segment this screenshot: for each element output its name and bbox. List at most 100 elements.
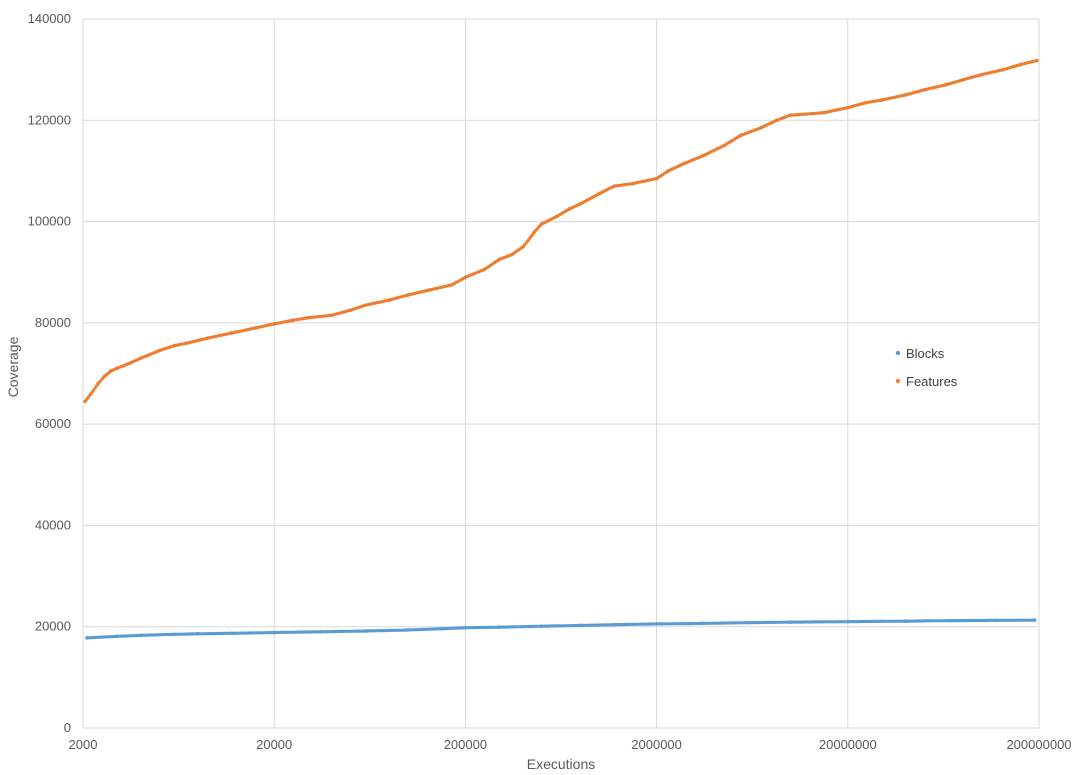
blocks-point [1032, 618, 1037, 622]
blocks-point [406, 628, 410, 632]
features-point [554, 214, 559, 219]
blocks-point [950, 618, 954, 623]
features-point [138, 356, 143, 361]
features-point [127, 361, 132, 366]
series-blocks-dots [85, 618, 1035, 640]
features-point [306, 315, 310, 320]
legend-marker-blocks [895, 350, 901, 356]
features-point [109, 369, 113, 373]
blocks-point [701, 621, 705, 626]
features-point [578, 202, 583, 206]
blocks-point [439, 626, 444, 631]
features-point [788, 113, 793, 118]
features-point [822, 110, 826, 115]
legend-item-features: Features [895, 374, 958, 389]
features-point [722, 143, 726, 148]
legend-label-blocks: Blocks [906, 346, 945, 361]
features-point [387, 298, 392, 302]
legend-item-blocks: Blocks [895, 346, 945, 361]
features-point [701, 153, 705, 158]
x-axis-title: Executions [527, 756, 595, 772]
features-point [961, 77, 965, 82]
features-point [329, 313, 334, 318]
features-point [630, 181, 635, 186]
blocks-point [497, 625, 501, 630]
features-point [497, 257, 501, 262]
series-features [83, 58, 1039, 404]
features-point [682, 161, 687, 166]
features-point [527, 237, 531, 242]
y-tick-label: 80000 [35, 315, 71, 330]
y-tick-label: 100000 [28, 214, 71, 229]
series-features-dots [83, 59, 1038, 403]
features-point [521, 245, 525, 249]
features-point [738, 133, 743, 138]
features-point [229, 331, 234, 335]
blocks-point [138, 633, 143, 638]
y-tick-label: 120000 [28, 112, 71, 127]
blocks-point [318, 629, 323, 634]
features-point [450, 283, 454, 287]
features-point [157, 348, 161, 353]
x-tick-label: 200000 [444, 737, 487, 752]
features-point [597, 191, 601, 196]
features-point [482, 267, 486, 272]
features-point [922, 88, 926, 92]
features-point [83, 399, 87, 404]
blocks-point [229, 631, 234, 636]
features-point [463, 275, 468, 280]
x-tick-label: 2000000 [631, 737, 682, 752]
x-tick-label: 20000000 [819, 737, 877, 752]
blocks-point [612, 622, 616, 627]
features-point [774, 118, 779, 123]
features-point [758, 126, 763, 130]
blocks-point [196, 632, 200, 636]
y-tick-label: 20000 [35, 619, 71, 634]
series-blocks [85, 618, 1037, 640]
features-point [363, 303, 368, 307]
blocks-point [654, 622, 659, 626]
features-point [532, 229, 537, 234]
features-point [879, 98, 884, 102]
features-point [846, 105, 850, 110]
features-point [864, 100, 869, 105]
blocks-point [85, 636, 89, 640]
blocks-point [746, 620, 750, 625]
y-tick-label: 60000 [35, 416, 71, 431]
grid [82, 18, 1040, 729]
legend-marker-features [895, 378, 901, 384]
features-point [406, 293, 410, 297]
blocks-point [114, 634, 119, 639]
x-tick-label: 2000 [69, 737, 98, 752]
blocks-point [463, 625, 468, 630]
features-point [539, 222, 544, 226]
blocks-point [578, 623, 583, 628]
y-axis-title: Coverage [5, 336, 21, 397]
x-tick-label: 200000000 [1006, 737, 1071, 752]
features-point [567, 207, 572, 211]
blocks-point [846, 619, 850, 624]
y-tick-label: 40000 [35, 517, 71, 532]
features-point [114, 366, 119, 371]
features-point [253, 326, 258, 330]
blocks-point [903, 619, 908, 623]
features-point [612, 184, 616, 188]
features-point [1018, 62, 1023, 67]
features-point [427, 288, 432, 292]
legend-label-features: Features [906, 374, 958, 389]
features-point [1001, 67, 1006, 72]
features-point [172, 343, 177, 348]
y-tick-label: 140000 [28, 11, 71, 26]
features-point [903, 93, 908, 97]
blocks-point [272, 630, 277, 635]
features-point [654, 176, 659, 181]
blocks-point [363, 629, 368, 633]
features-point [272, 322, 277, 326]
features-point [979, 72, 984, 77]
y-tick-label: 0 [64, 720, 71, 735]
blocks-point [172, 632, 177, 637]
features-point [290, 318, 295, 323]
features-point [510, 252, 514, 257]
series-layer [83, 58, 1039, 640]
